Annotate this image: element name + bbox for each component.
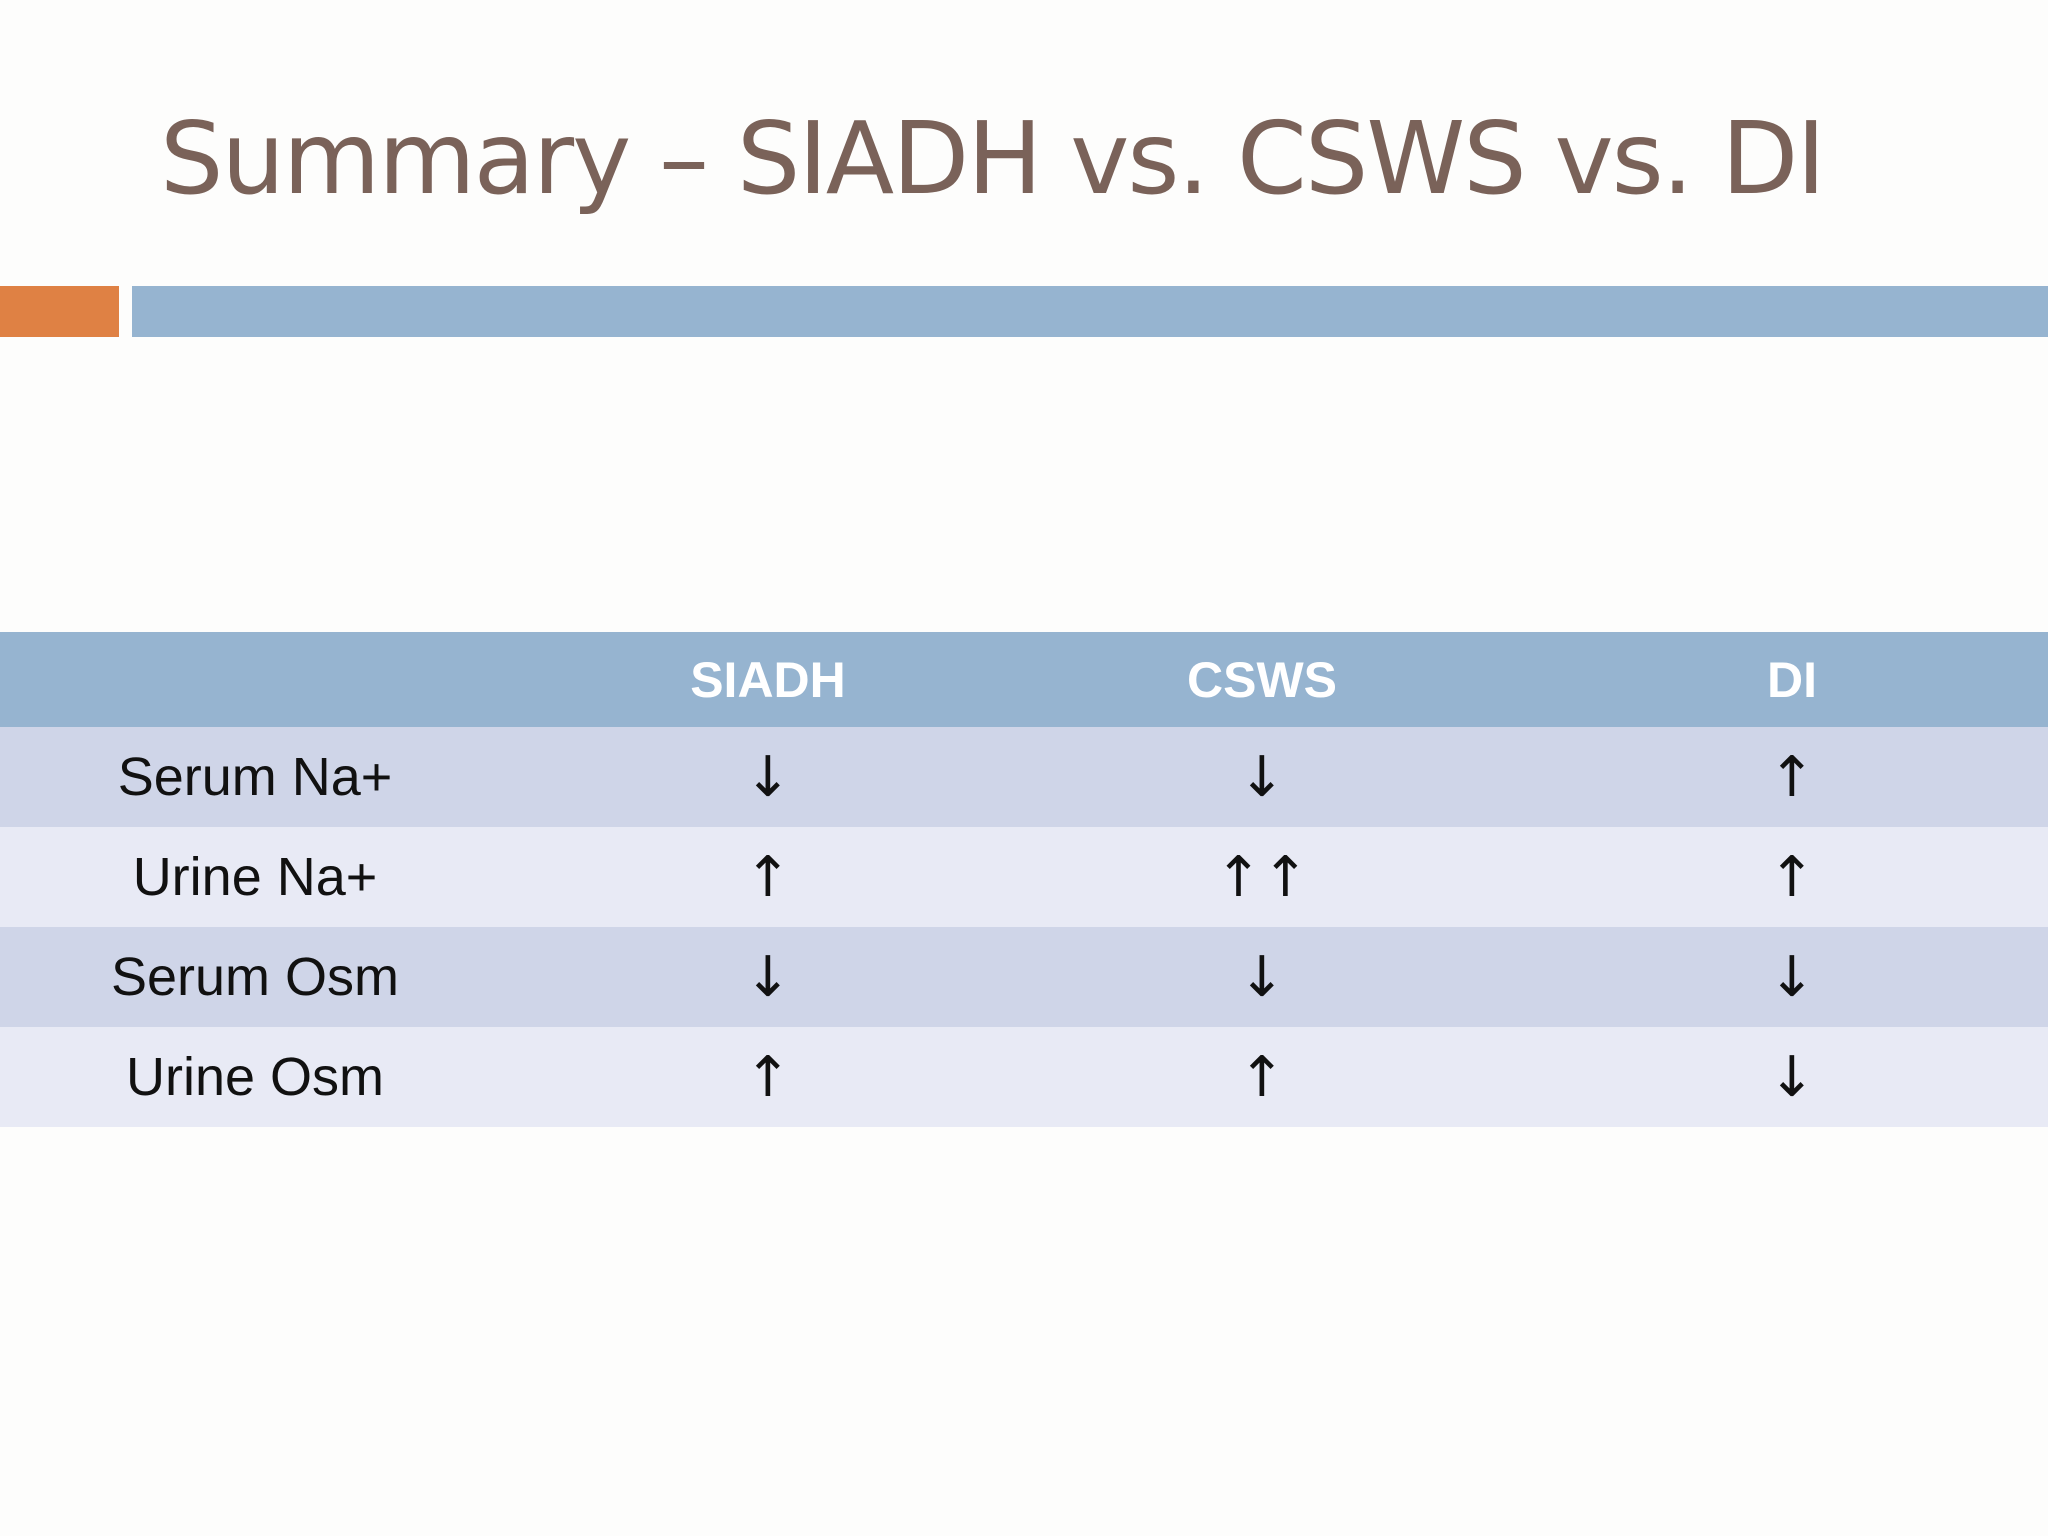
trend-arrow: ↑ <box>1768 844 1816 910</box>
row-label: Serum Na+ <box>117 747 393 807</box>
row-label: Urine Osm <box>125 1047 385 1107</box>
trend-arrow: ↑↑ <box>1215 844 1309 910</box>
trend-arrow: ↓ <box>744 944 792 1010</box>
table-row: Urine Na+ ↑ ↑↑ ↑ <box>0 827 2048 927</box>
trend-arrow: ↓ <box>744 744 792 810</box>
title-rule <box>132 286 2048 337</box>
trend-arrow: ↓ <box>1238 744 1286 810</box>
header-row: SIADH CSWS DI <box>0 632 2048 727</box>
row-label: Serum Osm <box>110 947 400 1007</box>
trend-arrow: ↑ <box>744 844 792 910</box>
trend-arrow: ↑ <box>1238 1044 1286 1110</box>
trend-arrow: ↑ <box>1768 744 1816 810</box>
trend-arrow: ↓ <box>1768 944 1816 1010</box>
table-row: Serum Na+ ↓ ↓ ↑ <box>0 727 2048 827</box>
accent-bar <box>0 286 119 337</box>
column-header: DI <box>1767 651 1817 708</box>
trend-arrow: ↑ <box>744 1044 792 1110</box>
table-row: Serum Osm ↓ ↓ ↓ <box>0 927 2048 1027</box>
slide-title: Summary – SIADH vs. CSWS vs. DI <box>160 100 1826 217</box>
row-label: Urine Na+ <box>132 847 378 907</box>
trend-arrow: ↓ <box>1768 1044 1816 1110</box>
column-header: CSWS <box>1187 651 1337 708</box>
column-header: SIADH <box>690 651 846 708</box>
trend-arrow: ↓ <box>1238 944 1286 1010</box>
table-row: Urine Osm ↑ ↑ ↓ <box>0 1027 2048 1127</box>
